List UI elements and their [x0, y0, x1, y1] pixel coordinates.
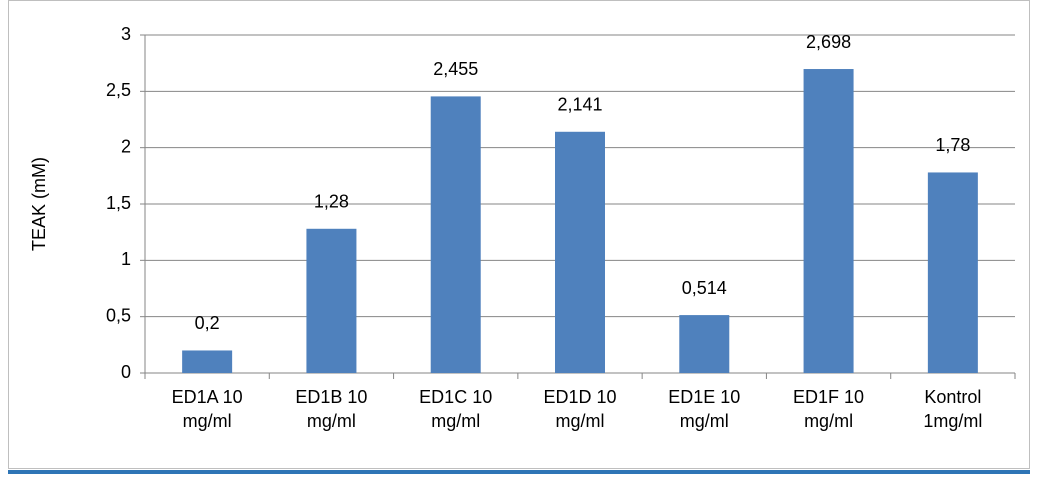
x-tick-label: ED1C 10 mg/ml [419, 387, 493, 431]
bar [927, 172, 978, 373]
data-label: 1,78 [935, 135, 970, 155]
bottom-bar [8, 470, 1030, 474]
data-label: 2,141 [557, 95, 602, 115]
x-tick-label: ED1B 10 mg/ml [295, 387, 368, 431]
bar [430, 96, 481, 374]
x-tick-label: ED1A 10 mg/ml [171, 387, 243, 431]
bar [306, 228, 357, 373]
data-label: 1,28 [314, 192, 349, 212]
y-axis-title: TEAK (mM) [29, 157, 49, 251]
x-tick-label: Kontrol 1mg/ml [923, 387, 983, 431]
bar [679, 315, 730, 373]
bar [182, 350, 233, 373]
data-label: 0,514 [682, 278, 727, 298]
data-label: 2,698 [806, 32, 851, 52]
x-tick-label: ED1E 10 mg/ml [668, 387, 741, 431]
y-tick-label: 1,5 [106, 193, 131, 213]
y-tick-label: 2,5 [106, 80, 131, 100]
bar [555, 131, 605, 373]
x-tick-label: ED1F 10 mg/ml [793, 387, 865, 431]
y-tick-label: 0,5 [106, 305, 131, 325]
data-label: 2,455 [433, 59, 478, 79]
x-tick-label: ED1D 10 mg/ml [543, 387, 617, 431]
bar [803, 69, 854, 373]
y-tick-label: 2 [121, 136, 131, 156]
y-tick-label: 1 [121, 249, 131, 269]
y-tick-label: 0 [121, 362, 131, 382]
y-tick-label: 3 [121, 24, 131, 44]
chart-frame [8, 0, 1030, 469]
data-label: 0,2 [195, 313, 220, 333]
